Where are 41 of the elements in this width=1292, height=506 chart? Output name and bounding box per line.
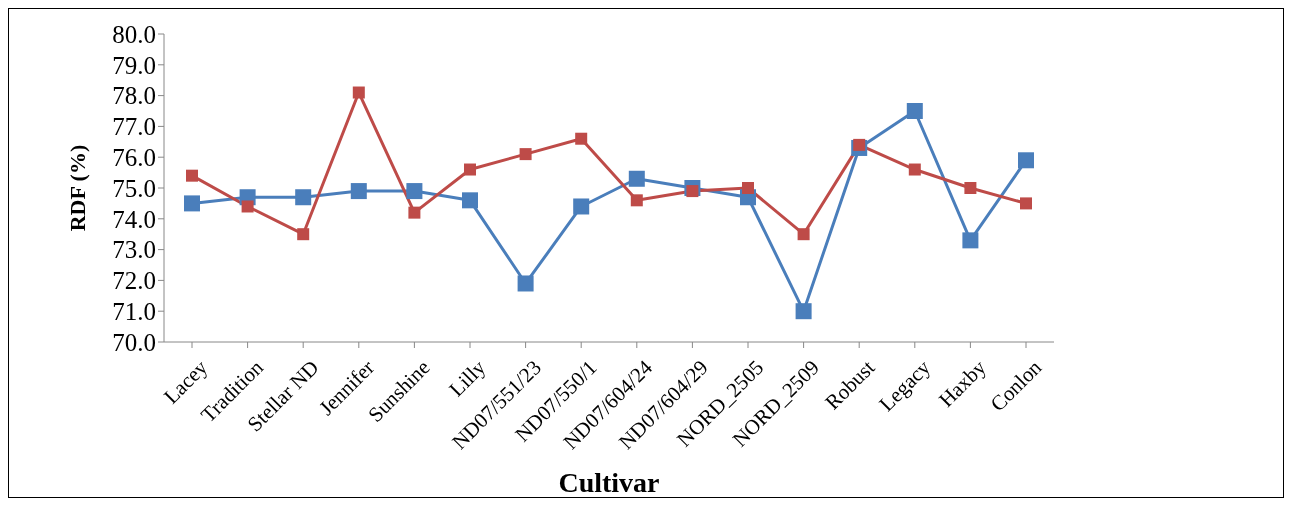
point (628, 170, 645, 187)
point (517, 275, 534, 292)
point (184, 195, 200, 212)
point (908, 163, 921, 176)
y-tick-label: 76.0 (112, 144, 156, 172)
point (906, 103, 923, 119)
y-tick-label: 75.0 (112, 174, 156, 202)
point (519, 148, 532, 161)
point (962, 232, 979, 249)
point (686, 185, 699, 198)
point (742, 182, 754, 194)
point (853, 138, 866, 151)
point (186, 169, 198, 182)
y-tick-label: 73.0 (112, 236, 156, 264)
point (241, 200, 254, 213)
y-tick-label: 74.0 (112, 205, 156, 233)
point (464, 163, 476, 176)
point (575, 132, 588, 145)
point (408, 206, 421, 219)
point (295, 189, 312, 206)
point (797, 228, 810, 241)
point (573, 198, 590, 215)
point (462, 192, 478, 209)
point (795, 303, 812, 320)
point (297, 228, 310, 241)
y-tick-label: 77.0 (112, 113, 156, 141)
y-tick-label: 71.0 (112, 298, 156, 326)
point (352, 86, 365, 99)
x-axis-title: Cultivar (558, 467, 660, 498)
y-tick-label: 72.0 (112, 267, 156, 295)
point (350, 183, 367, 200)
point (630, 194, 643, 207)
y-tick-label: 78.0 (112, 82, 156, 110)
y-tick-label: 70.0 (112, 328, 156, 356)
y-axis-title: RDF (%) (64, 144, 90, 232)
point (964, 182, 977, 194)
y-tick-label: 80.0 (112, 20, 156, 48)
point (1018, 152, 1034, 169)
y-tick-label: 79.0 (112, 51, 156, 79)
point (1020, 197, 1032, 210)
point (406, 183, 423, 200)
